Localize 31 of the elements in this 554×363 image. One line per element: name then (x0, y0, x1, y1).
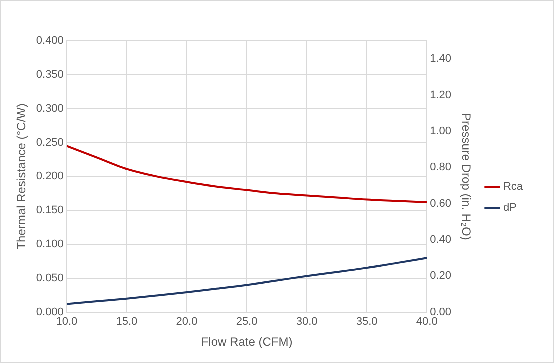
line-series (66, 145, 428, 204)
y-tick-label: 0.250 (36, 136, 64, 149)
x-axis-title: Flow Rate (CFM) (201, 335, 293, 350)
y-tick-label: 0.150 (36, 204, 64, 217)
y2-tick-label: 1.20 (430, 89, 452, 102)
y-tick-label: 0.350 (36, 68, 64, 81)
y2-axis-title: Pressure Drop (in. H₂O) (459, 113, 474, 240)
y2-tick-label: 0.60 (430, 198, 452, 210)
y-tick-label: 0.000 (36, 306, 64, 318)
x-tick-label: 15.0 (116, 316, 138, 328)
x-tick-label: 10.0 (56, 316, 78, 328)
legend-label: dP (503, 202, 517, 214)
y2-tick-label: 1.00 (430, 126, 452, 138)
y2-tick-label: 0.00 (430, 306, 452, 318)
y2-tick-label: 1.40 (430, 53, 452, 66)
x-tick-label: 25.0 (236, 316, 258, 328)
legend-label: Rca (503, 181, 524, 194)
y2-tick-label: 0.40 (430, 234, 452, 246)
x-tick-label: 35.0 (356, 316, 378, 328)
y2-tick-label: 0.80 (430, 162, 452, 174)
y-tick-label: 0.050 (36, 272, 64, 285)
x-tick-label: 20.0 (176, 316, 198, 328)
y-tick-label: 0.200 (36, 170, 64, 183)
x-tick-label: 40.0 (416, 316, 438, 328)
y2-tick-label: 0.20 (430, 270, 452, 282)
y-tick-label: 0.400 (36, 35, 64, 48)
y-tick-label: 0.300 (36, 102, 64, 115)
y-tick-label: 0.100 (36, 238, 64, 251)
x-tick-label: 30.0 (296, 316, 318, 328)
y-axis-title: Thermal Resistance (°C/W) (14, 104, 29, 250)
line-series (66, 257, 428, 306)
